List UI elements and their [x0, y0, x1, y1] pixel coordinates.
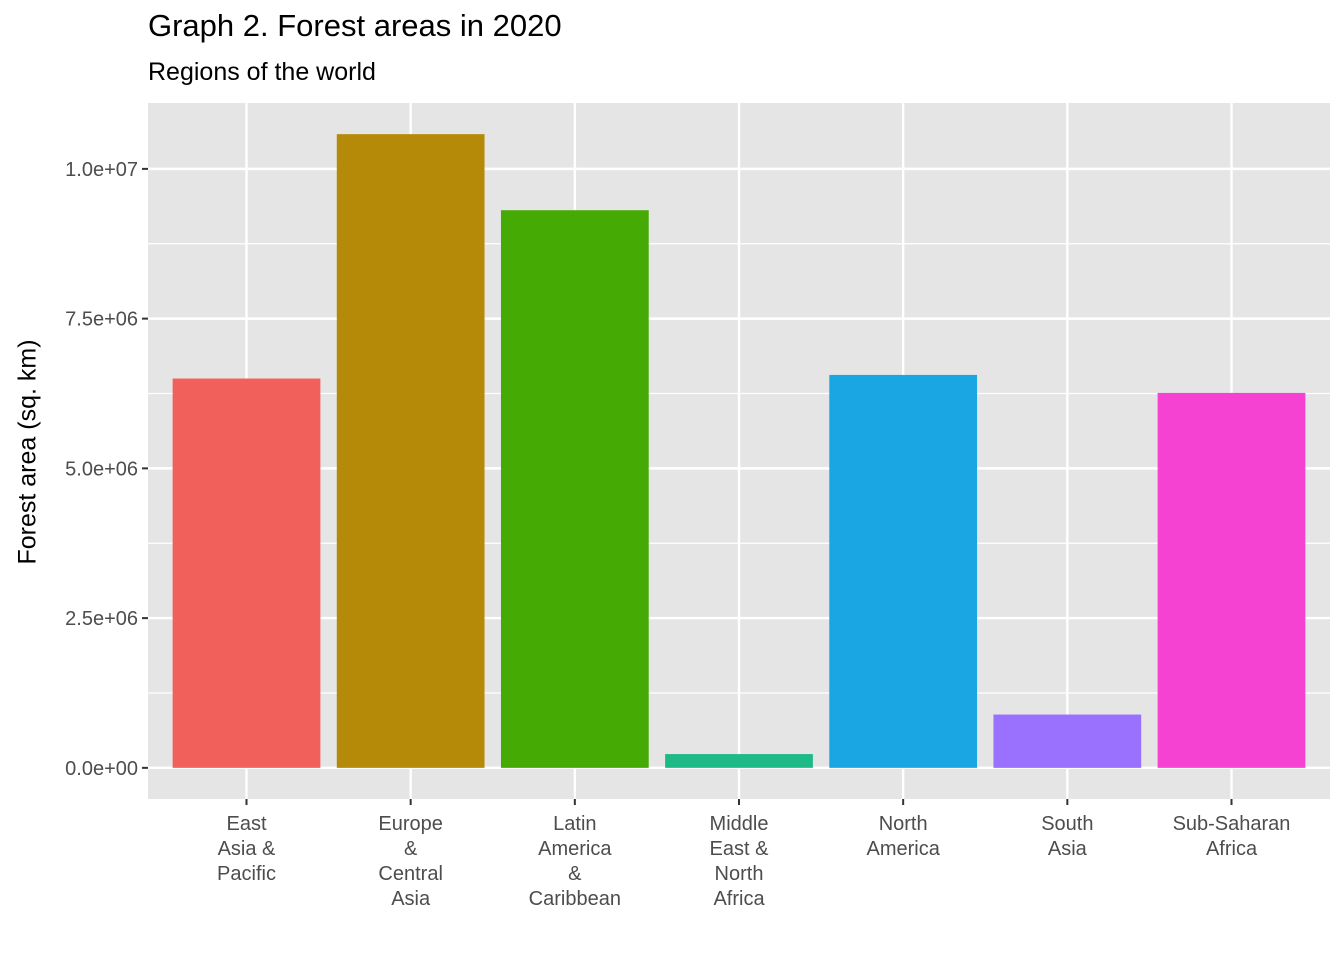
bar — [829, 374, 978, 768]
x-tick-label: Europe & Central Asia — [378, 813, 443, 910]
x-tick-label: Middle East & North Africa — [710, 813, 770, 910]
chart-subtitle: Regions of the world — [148, 58, 376, 86]
y-tick-label: 5.0e+06 — [65, 458, 138, 480]
y-tick-label: 1.0e+07 — [65, 159, 138, 181]
bar — [500, 210, 649, 768]
bar — [1157, 392, 1306, 768]
bar — [336, 134, 485, 768]
y-tick-label: 2.5e+06 — [65, 608, 138, 630]
y-tick-label: 7.5e+06 — [65, 309, 138, 331]
x-tick-label: South Asia — [1041, 813, 1093, 860]
x-tick-label: East Asia & Pacific — [217, 813, 276, 885]
x-tick-label: Sub-Saharan Africa — [1173, 813, 1291, 860]
bar — [993, 714, 1142, 768]
x-tick-label: Latin America & Caribbean — [529, 813, 621, 910]
x-tick-label: North America — [866, 813, 940, 860]
bar — [665, 754, 813, 768]
chart-title: Graph 2. Forest areas in 2020 — [148, 8, 562, 43]
bar — [172, 378, 321, 768]
y-tick-label: 0.0e+00 — [65, 758, 138, 780]
